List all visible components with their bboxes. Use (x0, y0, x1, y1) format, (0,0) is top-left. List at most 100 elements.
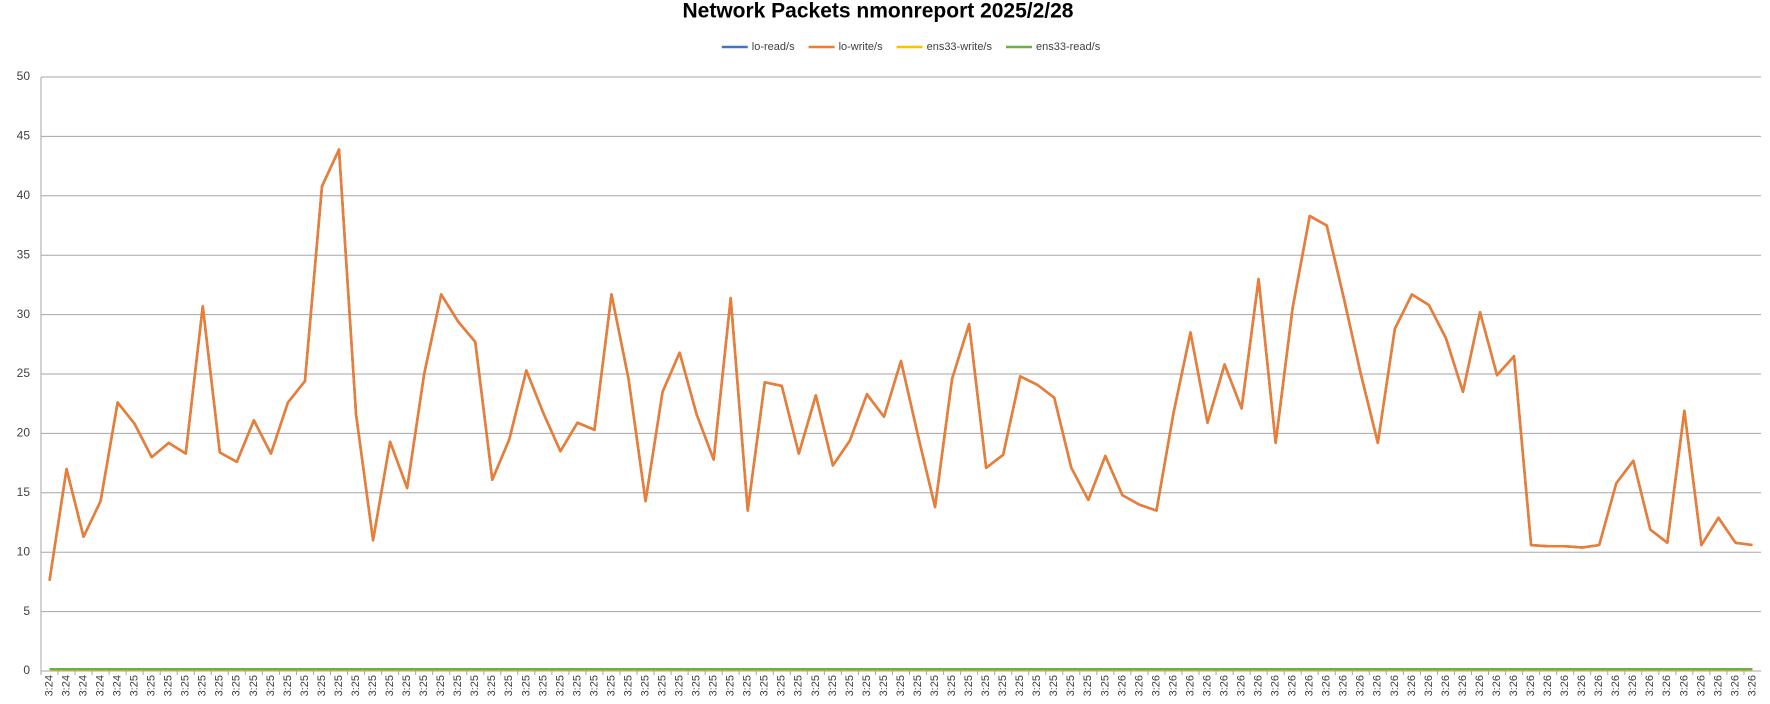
x-tick-label: 3:26 (1116, 675, 1128, 696)
x-tick-label: 3:25 (197, 675, 209, 696)
x-tick-label: 3:25 (997, 675, 1009, 696)
x-tick-label: 3:26 (1661, 675, 1673, 696)
y-tick-label: 25 (17, 366, 31, 380)
series-line (48, 148, 1753, 581)
x-tick-label: 3:25 (316, 675, 328, 696)
x-tick-label: 3:26 (1610, 675, 1622, 696)
x-tick-label: 3:25 (1065, 675, 1077, 696)
x-tick-label: 3:25 (248, 675, 260, 696)
x-tick-label: 3:25 (793, 675, 805, 696)
x-tick-label: 3:25 (639, 675, 651, 696)
x-tick-label: 3:25 (1082, 675, 1094, 696)
x-tick-label: 3:25 (588, 675, 600, 696)
x-tick-label: 3:25 (469, 675, 481, 696)
x-tick-label: 3:26 (1236, 675, 1248, 696)
x-tick-label: 3:25 (486, 675, 498, 696)
y-tick-label: 50 (17, 69, 31, 83)
chart-title: Network Packets nmonreport 2025/2/28 (682, 0, 1073, 23)
x-tick-label: 3:25 (418, 675, 430, 696)
y-tick-label: 20 (17, 426, 31, 440)
x-tick-label: 3:25 (1048, 675, 1060, 696)
x-tick-label: 3:25 (946, 675, 958, 696)
y-tick-label: 10 (17, 544, 31, 558)
x-tick-label: 3:26 (1593, 675, 1605, 696)
x-tick-label: 3:25 (163, 675, 175, 696)
x-tick-label: 3:25 (1014, 675, 1026, 696)
x-tick-label: 3:25 (384, 675, 396, 696)
x-tick-label: 3:25 (554, 675, 566, 696)
legend-label: ens33-read/s (1036, 41, 1101, 53)
x-tick-label: 3:25 (299, 675, 311, 696)
x-tick-label: 3:26 (1355, 675, 1367, 696)
x-tick-label: 3:25 (691, 675, 703, 696)
x-tick-label: 3:25 (963, 675, 975, 696)
x-tick-label: 3:26 (1712, 675, 1724, 696)
x-tick-label: 3:26 (1201, 675, 1213, 696)
legend-label: ens33-write/s (927, 41, 993, 53)
x-tick-label: 3:25 (912, 675, 924, 696)
x-tick-label: 3:25 (282, 675, 294, 696)
x-tick-label: 3:26 (1304, 675, 1316, 696)
x-tick-label: 3:25 (503, 675, 515, 696)
x-tick-label: 3:26 (1576, 675, 1588, 696)
x-tick-label: 3:26 (1270, 675, 1282, 696)
y-tick-label: 35 (17, 247, 31, 261)
y-tick-label: 40 (17, 188, 31, 202)
legend-label: lo-read/s (752, 41, 795, 53)
x-tick-label: 3:25 (1099, 675, 1111, 696)
x-tick-label: 3:25 (180, 675, 192, 696)
x-tick-label: 3:25 (656, 675, 668, 696)
x-tick-label: 3:25 (435, 675, 447, 696)
x-tick-label: 3:25 (776, 675, 788, 696)
x-tick-label: 3:25 (214, 675, 226, 696)
x-tick-label: 3:26 (1423, 675, 1435, 696)
x-tick-label: 3:25 (401, 675, 413, 696)
x-tick-label: 3:26 (1644, 675, 1656, 696)
x-tick-label: 3:24 (60, 675, 72, 696)
x-tick-label: 3:25 (742, 675, 754, 696)
y-tick-label: 5 (23, 604, 30, 618)
x-tick-label: 3:25 (1031, 675, 1043, 696)
x-tick-label: 3:26 (1491, 675, 1503, 696)
x-tick-label: 3:25 (520, 675, 532, 696)
x-tick-label: 3:25 (129, 675, 141, 696)
y-tick-label: 15 (17, 485, 31, 499)
x-tick-label: 3:25 (827, 675, 839, 696)
x-tick-label: 3:26 (1338, 675, 1350, 696)
x-tick-label: 3:26 (1253, 675, 1265, 696)
x-tick-label: 3:25 (810, 675, 822, 696)
x-tick-label: 3:26 (1287, 675, 1299, 696)
x-tick-label: 3:25 (350, 675, 362, 696)
x-tick-label: 3:26 (1406, 675, 1418, 696)
x-tick-label: 3:26 (1474, 675, 1486, 696)
x-tick-label: 3:25 (861, 675, 873, 696)
y-tick-label: 0 (23, 663, 30, 677)
x-tick-label: 3:25 (231, 675, 243, 696)
x-tick-label: 3:25 (708, 675, 720, 696)
x-tick-label: 3:25 (844, 675, 856, 696)
x-tick-label: 3:25 (622, 675, 634, 696)
x-tick-label: 3:25 (878, 675, 890, 696)
x-tick-label: 3:26 (1559, 675, 1571, 696)
x-tick-label: 3:26 (1133, 675, 1145, 696)
x-tick-label: 3:26 (1184, 675, 1196, 696)
legend-label: lo-write/s (839, 41, 884, 53)
x-tick-label: 3:26 (1321, 675, 1333, 696)
x-tick-label: 3:25 (452, 675, 464, 696)
y-tick-label: 45 (17, 129, 31, 143)
x-tick-label: 3:25 (980, 675, 992, 696)
x-tick-label: 3:25 (333, 675, 345, 696)
x-tick-label: 3:25 (571, 675, 583, 696)
x-tick-label: 3:26 (1218, 675, 1230, 696)
x-tick-label: 3:26 (1457, 675, 1469, 696)
x-tick-label: 3:25 (929, 675, 941, 696)
x-tick-label: 3:25 (537, 675, 549, 696)
x-tick-label: 3:26 (1627, 675, 1639, 696)
x-tick-label: 3:25 (725, 675, 737, 696)
x-tick-label: 3:25 (895, 675, 907, 696)
x-tick-label: 3:25 (146, 675, 158, 696)
x-tick-label: 3:24 (77, 675, 89, 696)
x-tick-label: 3:25 (674, 675, 686, 696)
x-tick-label: 3:26 (1150, 675, 1162, 696)
